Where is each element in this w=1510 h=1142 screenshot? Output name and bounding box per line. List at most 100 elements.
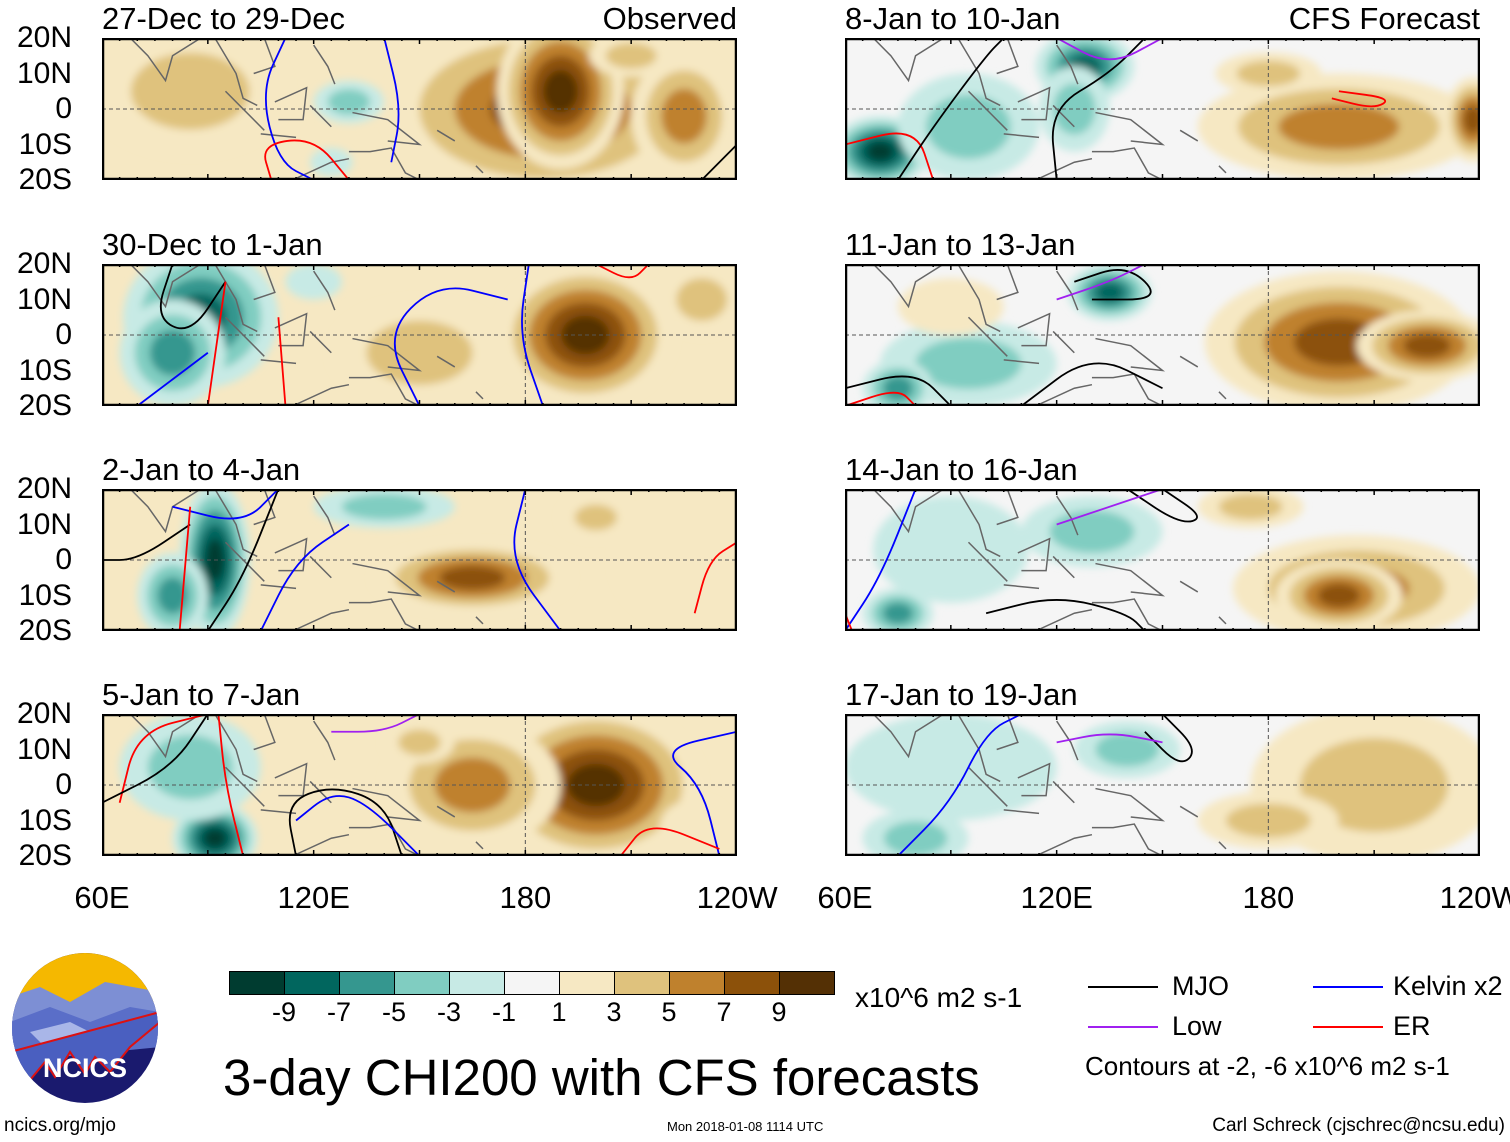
map-panel <box>102 264 737 406</box>
lon-label: 120W <box>696 880 778 915</box>
lat-label: 20N <box>16 247 72 280</box>
contour-line <box>845 132 935 180</box>
contour-line <box>1331 90 1387 108</box>
chi200-level-4 <box>285 264 342 300</box>
lat-label: 10N <box>16 507 72 541</box>
panel-title: 14-Jan to 16-Jan <box>845 452 1078 487</box>
colorbar-tick-label: 1 <box>551 997 567 1027</box>
lat-label: 20N <box>16 472 72 505</box>
chi200-level-7 <box>398 729 441 756</box>
lat-label: 20N <box>16 697 72 730</box>
contour-line <box>521 264 544 406</box>
chi200-level-7 <box>605 42 657 69</box>
chi200-level-8 <box>1278 103 1400 150</box>
panel-title: 5-Jan to 7-Jan <box>102 677 301 712</box>
contour-line <box>331 714 420 733</box>
contour-line <box>102 714 209 804</box>
contour-line <box>295 795 421 856</box>
contour-line <box>288 788 403 856</box>
panel-title: 2-Jan to 4-Jan <box>102 452 301 487</box>
map-panel <box>845 489 1480 631</box>
lat-label: 10S <box>18 578 72 612</box>
panel-tag: CFS Forecast <box>1288 1 1480 36</box>
chi200-level-7 <box>574 504 618 531</box>
colorbar-tick-label: -1 <box>491 997 516 1027</box>
map-panel <box>102 489 737 631</box>
colorbar-swatch <box>395 972 450 994</box>
map-panel <box>102 38 737 180</box>
chi200-level-2 <box>882 376 914 401</box>
map-panel <box>102 714 737 856</box>
colorbar-tick-label: -9 <box>271 997 296 1027</box>
coastline <box>872 38 1227 180</box>
contour-line <box>217 714 244 856</box>
lat-label: 10S <box>18 127 72 161</box>
contour-line <box>1126 489 1198 523</box>
contour-line <box>265 38 315 180</box>
contour-line <box>259 523 350 631</box>
chi200-level-6 <box>897 278 1004 335</box>
chi200-level-2 <box>149 329 196 376</box>
lon-label: 180 <box>499 880 552 915</box>
chi200-level-10 <box>543 69 578 113</box>
chi200-level-9 <box>439 565 506 590</box>
footer-timestamp: Mon 2018-01-08 1114 UTC <box>667 1119 824 1134</box>
lon-label: 60E <box>74 880 130 915</box>
contour-line <box>1056 489 1163 526</box>
lat-label: 0 <box>55 318 72 351</box>
chi200-level-7 <box>130 52 250 130</box>
colorbar-tick-label: -5 <box>381 997 406 1027</box>
chi200-level-3 <box>1049 510 1135 553</box>
map-panel <box>845 714 1480 856</box>
lat-label: 10N <box>16 56 72 90</box>
chi200-level-4 <box>873 496 1029 603</box>
contour-line <box>985 599 1146 631</box>
chi200-level-3 <box>147 735 233 800</box>
lon-label: 120E <box>277 880 350 915</box>
contour-line <box>845 375 952 406</box>
contour-line <box>172 489 280 520</box>
chi200-level-6 <box>659 799 730 856</box>
panel-title: 8-Jan to 10-Jan <box>845 1 1061 36</box>
lat-label: 0 <box>55 543 72 576</box>
contour-line <box>264 139 350 180</box>
chi200-level-7 <box>1218 493 1283 520</box>
contour-line <box>178 506 192 631</box>
coastline <box>129 264 484 406</box>
legend-label-er: ER <box>1393 1011 1431 1041</box>
contour-line <box>277 317 287 406</box>
colorbar <box>229 971 835 995</box>
lon-label: 60E <box>817 880 873 915</box>
chi200-level-4 <box>845 714 1057 821</box>
chi200-level-3 <box>327 89 371 115</box>
colorbar-swatch <box>450 972 505 994</box>
legend-label-kelvin: Kelvin x2 <box>1393 971 1503 1001</box>
contour-line <box>672 730 737 856</box>
panel-title: 30-Dec to 1-Jan <box>102 227 323 262</box>
contour-line <box>136 352 209 406</box>
chi200-level-8 <box>434 757 511 813</box>
lat-label: 10S <box>18 803 72 837</box>
legend-line-kelvin <box>1313 986 1383 988</box>
colorbar-swatch <box>340 972 395 994</box>
contour-line <box>513 489 562 631</box>
colorbar-swatch <box>230 972 285 994</box>
ncics-logo: NCICS <box>12 953 158 1103</box>
colorbar-tick-label: 7 <box>716 997 732 1027</box>
panel-title: 11-Jan to 13-Jan <box>845 227 1076 262</box>
contour-line <box>383 38 400 163</box>
colorbar-tick-label: -7 <box>326 997 351 1027</box>
chi200-level-9 <box>1317 583 1361 608</box>
footer-url[interactable]: ncics.org/mjo <box>4 1115 116 1136</box>
legend-line-er <box>1313 1026 1383 1028</box>
chi200-level-0 <box>866 141 894 162</box>
colorbar-swatch <box>670 972 725 994</box>
lat-label: 10S <box>18 353 72 387</box>
contour-line <box>1144 714 1193 763</box>
colorbar-swatch <box>285 972 340 994</box>
chi200-level-3 <box>341 493 427 520</box>
contour-line <box>206 281 227 406</box>
contour-line <box>897 714 1022 856</box>
contour-line <box>897 38 1005 180</box>
